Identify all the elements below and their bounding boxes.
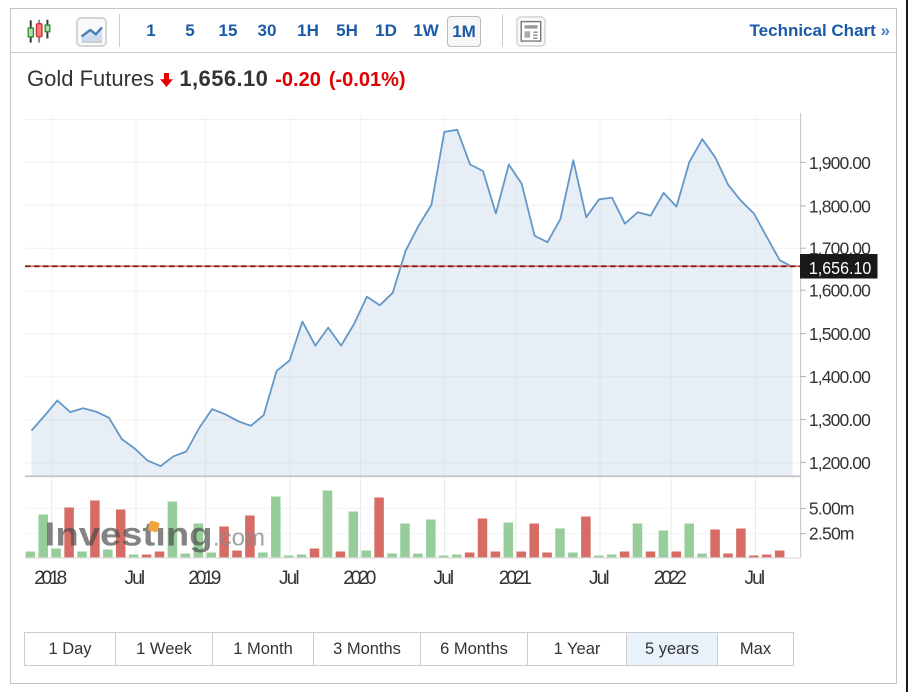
- svg-text:1,700.00: 1,700.00: [809, 239, 871, 259]
- svg-text:Jul: Jul: [589, 568, 610, 589]
- svg-text:Jul: Jul: [434, 568, 455, 589]
- svg-text:1,600.00: 1,600.00: [809, 281, 871, 301]
- svg-text:1,400.00: 1,400.00: [809, 367, 871, 387]
- svg-text:2019: 2019: [188, 568, 221, 589]
- svg-text:2020: 2020: [343, 568, 376, 589]
- svg-text:Investıng: Investıng: [45, 516, 213, 553]
- svg-text:2.50m: 2.50m: [809, 524, 855, 544]
- svg-text:5.00m: 5.00m: [809, 498, 855, 518]
- svg-text:2021: 2021: [499, 568, 532, 589]
- svg-text:2022: 2022: [654, 568, 687, 589]
- svg-text:Jul: Jul: [745, 568, 766, 589]
- svg-text:1,300.00: 1,300.00: [809, 410, 871, 430]
- svg-text:.com: .com: [213, 525, 265, 552]
- svg-text:Jul: Jul: [125, 568, 146, 589]
- svg-text:1,900.00: 1,900.00: [809, 153, 871, 173]
- svg-text:1,500.00: 1,500.00: [809, 324, 871, 344]
- svg-text:Jul: Jul: [279, 568, 300, 589]
- svg-text:1,200.00: 1,200.00: [809, 453, 871, 473]
- svg-text:1,656.10: 1,656.10: [809, 258, 872, 278]
- svg-text:1,800.00: 1,800.00: [809, 196, 871, 216]
- svg-text:2018: 2018: [34, 568, 67, 589]
